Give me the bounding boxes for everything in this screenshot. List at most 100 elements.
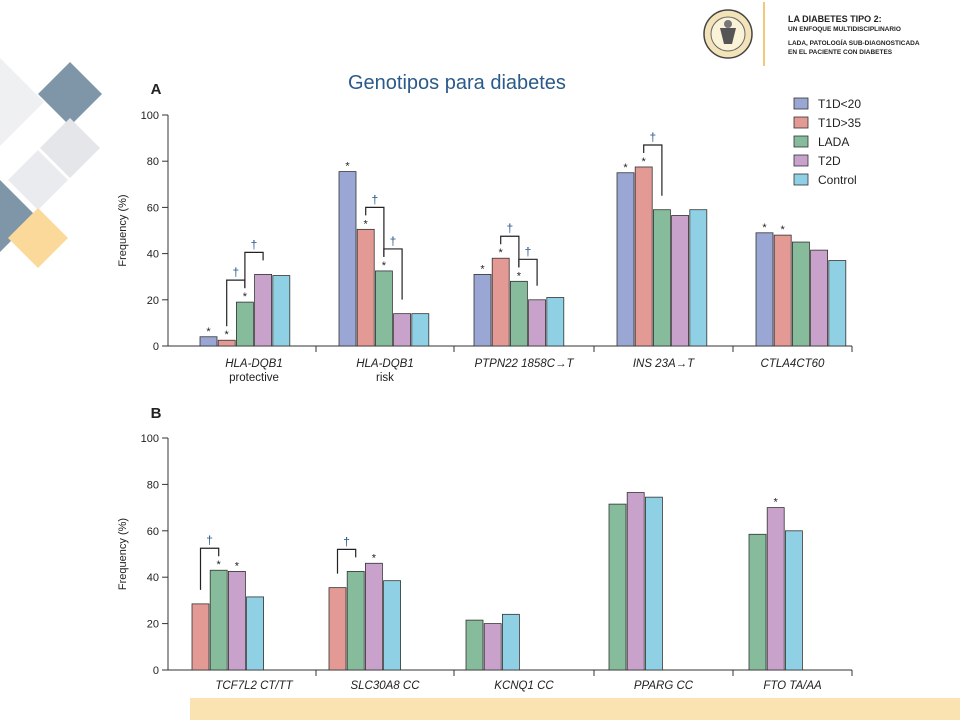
significance-star: * bbox=[774, 497, 779, 509]
y-tick-label-B: 20 bbox=[147, 619, 159, 631]
university-seal-icon bbox=[703, 2, 765, 66]
dagger-bracket bbox=[383, 248, 403, 300]
legend-swatch-T1D35 bbox=[793, 116, 809, 129]
bar-A-2-T1D20 bbox=[473, 273, 492, 347]
y-tick-label-A: 20 bbox=[147, 295, 159, 307]
group-label-A-3: INS 23A→T bbox=[633, 358, 695, 370]
bar-B-4-T2D bbox=[766, 507, 785, 671]
group-label-A-4: CTLA4CT60 bbox=[761, 358, 826, 370]
slide-title: Genotipos para diabetes bbox=[348, 72, 566, 94]
y-tick-label-B: 100 bbox=[141, 433, 159, 445]
bar-A-3-LADA bbox=[653, 209, 671, 347]
significance-star: * bbox=[225, 329, 230, 341]
dagger-marker: † bbox=[506, 221, 513, 235]
y-tick-label-A: 0 bbox=[153, 341, 159, 353]
y-tick-label-A: 60 bbox=[147, 202, 159, 214]
bar-A-2-T2D bbox=[528, 299, 546, 347]
y-axis-label-A: Frequency (%) bbox=[117, 194, 129, 266]
significance-star: * bbox=[642, 156, 647, 168]
bar-B-3-Control bbox=[645, 496, 663, 671]
bar-A-3-T1D35 bbox=[634, 166, 653, 347]
bar-A-0-LADA bbox=[235, 301, 254, 347]
legend-label-T1D35: T1D>35 bbox=[818, 116, 861, 130]
dagger-bracket bbox=[365, 206, 385, 257]
diamond-dark-top bbox=[38, 62, 102, 126]
group-label-B-1: SLC30A8 CC bbox=[350, 680, 420, 692]
y-tick-label-A: 80 bbox=[147, 156, 159, 168]
header-line-4: EN EL PACIENTE CON DIABETES bbox=[788, 49, 893, 56]
bar-B-0-LADA bbox=[209, 569, 228, 671]
bar-B-4-LADA bbox=[748, 533, 767, 671]
significance-star: * bbox=[781, 224, 786, 236]
diamond-light-left bbox=[8, 150, 68, 210]
bar-B-2-LADA bbox=[465, 619, 484, 671]
bar-A-3-T2D bbox=[671, 215, 689, 347]
y-tick-label-A: 40 bbox=[147, 249, 159, 261]
bar-B-2-Control bbox=[501, 613, 520, 671]
header-line-2: UN ENFOQUE MULTIDISCIPLINARIO bbox=[788, 26, 901, 33]
significance-star: * bbox=[243, 291, 248, 303]
dagger-bracket bbox=[643, 144, 663, 196]
header-line-3: LADA, PATOLOGÍA SUB-DIAGNOSTICADA bbox=[788, 40, 920, 47]
group-label-B-2: KCNQ1 CC bbox=[494, 680, 554, 692]
bar-A-2-T1D35 bbox=[491, 257, 510, 347]
legend-label-T2D: T2D bbox=[818, 154, 841, 168]
legend-swatch-Control bbox=[793, 173, 809, 186]
significance-star: * bbox=[623, 162, 628, 174]
legend-swatch-LADA bbox=[793, 135, 809, 148]
dagger-marker: † bbox=[390, 234, 397, 248]
dagger-bracket bbox=[244, 251, 264, 289]
bar-A-2-Control bbox=[546, 297, 565, 347]
significance-star: * bbox=[517, 270, 522, 282]
legend-label-LADA: LADA bbox=[818, 135, 849, 149]
bar-B-4-Control bbox=[785, 530, 803, 671]
significance-star: * bbox=[480, 263, 485, 275]
panel-label-B: B bbox=[151, 405, 162, 422]
legend-swatch-T1D20 bbox=[793, 97, 809, 110]
dagger-bracket bbox=[518, 258, 538, 286]
bar-B-1-T2D bbox=[364, 562, 383, 671]
bar-A-1-T1D35 bbox=[356, 228, 375, 347]
significance-star: * bbox=[345, 161, 350, 173]
legend-swatch-T2D bbox=[793, 154, 809, 167]
legend-label-Control: Control bbox=[818, 173, 857, 187]
bar-B-1-Control bbox=[383, 580, 402, 671]
bar-A-1-T1D20 bbox=[338, 171, 357, 347]
bar-A-0-T2D bbox=[254, 273, 273, 347]
bar-A-3-T1D20 bbox=[616, 172, 635, 347]
group-label-A-0: HLA-DQB1 bbox=[225, 358, 283, 370]
significance-star: * bbox=[364, 218, 369, 230]
significance-star: * bbox=[382, 260, 387, 272]
bar-A-1-T2D bbox=[393, 313, 412, 347]
bar-A-0-Control bbox=[272, 275, 291, 347]
dagger-bracket bbox=[500, 235, 520, 268]
dagger-marker: † bbox=[371, 192, 378, 206]
group-label-B-4: FTO TA/AA bbox=[763, 680, 822, 692]
bar-B-1-LADA bbox=[346, 571, 365, 671]
bar-A-3-Control bbox=[689, 209, 708, 347]
bar-B-3-LADA bbox=[608, 503, 627, 671]
group-label-A-0: protective bbox=[229, 372, 279, 384]
group-label-B-3: PPARG CC bbox=[634, 680, 694, 692]
bar-A-4-Control bbox=[828, 260, 847, 347]
bar-B-3-T2D bbox=[626, 492, 645, 671]
bar-B-0-T2D bbox=[227, 571, 246, 671]
significance-star: * bbox=[762, 222, 767, 234]
significance-star: * bbox=[235, 560, 240, 572]
dagger-bracket bbox=[336, 548, 357, 574]
y-tick-label-B: 0 bbox=[153, 665, 159, 677]
bar-A-1-Control bbox=[411, 313, 430, 347]
bar-A-1-LADA bbox=[374, 270, 393, 347]
diamond-light-top bbox=[0, 58, 44, 146]
significance-star: * bbox=[206, 326, 211, 338]
y-tick-label-B: 40 bbox=[147, 572, 159, 584]
diamond-light-mid bbox=[40, 118, 100, 178]
group-label-A-1: HLA-DQB1 bbox=[356, 358, 414, 370]
y-tick-label-B: 80 bbox=[147, 479, 159, 491]
group-label-A-1: risk bbox=[376, 372, 394, 384]
significance-star: * bbox=[499, 247, 504, 259]
bar-B-0-T1D35 bbox=[191, 603, 210, 671]
bar-B-1-T1D35 bbox=[328, 587, 347, 671]
y-tick-label-B: 60 bbox=[147, 526, 159, 538]
